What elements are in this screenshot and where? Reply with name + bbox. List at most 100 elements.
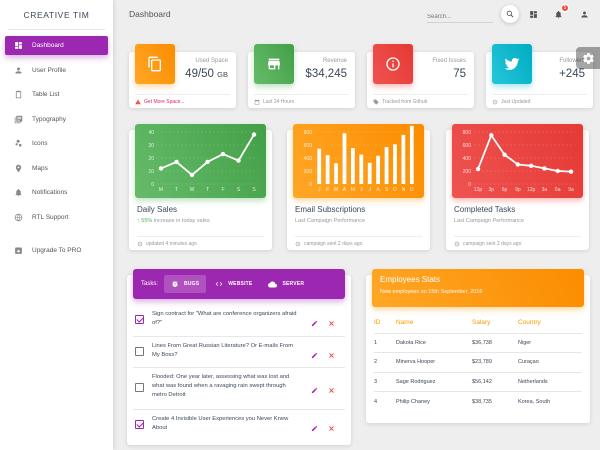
- task-actions: [311, 419, 335, 437]
- sidebar-item-label: User Profile: [32, 66, 66, 74]
- table-row: 1 Dakota Rice $36,738 Niger: [374, 333, 582, 353]
- sidebar-item-upgrade-pro[interactable]: Upgrade To PRO: [5, 241, 108, 260]
- table-cell: 4: [374, 398, 378, 405]
- y-tick-label: 0: [468, 182, 471, 188]
- task-checkbox[interactable]: [135, 347, 144, 356]
- data-point: [475, 166, 481, 172]
- sidebar-item-table-list[interactable]: Table List: [5, 85, 108, 104]
- completed-tasks-line-chart: 0 200 400 600 800 12p 3p 6p 9p 12p 3a 6a 9a: [463, 130, 575, 193]
- user-menu-button[interactable]: [578, 8, 590, 20]
- language-icon: [13, 212, 23, 222]
- sidebar-item-label: Upgrade To PRO: [32, 246, 82, 254]
- chart-bar: [384, 147, 389, 184]
- task-text: Flooded: One year later, assessing what …: [152, 374, 290, 399]
- edit-icon[interactable]: [311, 346, 318, 364]
- tab-server[interactable]: SERVER: [261, 275, 311, 293]
- chart-title: Daily Sales: [137, 205, 178, 214]
- chart-subtitle: ↑ 55% increase in today sales: [137, 218, 210, 224]
- settings-fixed-plugin[interactable]: [576, 47, 600, 69]
- tab-website[interactable]: WEBSITE: [208, 275, 259, 293]
- close-icon[interactable]: [328, 381, 335, 399]
- cloud-icon: [268, 280, 278, 289]
- brand-logo-text[interactable]: CREATIVE TIM: [8, 0, 105, 30]
- chart-subtitle: Last Campaign Performance: [454, 218, 525, 224]
- data-point: [189, 172, 195, 178]
- chart-bar: [401, 134, 406, 184]
- notifications-button[interactable]: 5: [552, 4, 569, 20]
- chart-bar: [359, 154, 364, 184]
- data-point: [502, 152, 507, 157]
- stat-footer: Last 24 Hours: [254, 94, 349, 108]
- close-icon[interactable]: [328, 419, 335, 437]
- table-cell: 2: [374, 352, 396, 373]
- stat-category: Fixed Issues: [432, 58, 466, 64]
- content-copy-icon: [148, 56, 161, 72]
- library-books-icon: [13, 114, 23, 124]
- store-icon: [268, 58, 280, 70]
- x-tick-label: J: [368, 187, 371, 193]
- dashboard-icon: [529, 10, 537, 18]
- employees-header: Employees Stats New employees on 15th Se…: [372, 269, 584, 307]
- search-button[interactable]: [501, 5, 519, 23]
- stat-card-fixed-issues: Fixed Issues 75 Tracked from Github: [367, 44, 474, 108]
- search-field: [427, 5, 493, 25]
- employees-table: ID Name Salary Country 1 Dakota Rice $36…: [374, 313, 582, 411]
- tab-bugs[interactable]: BUGS: [164, 275, 207, 293]
- task-actions: [311, 314, 335, 332]
- x-tick-label: O: [393, 187, 397, 193]
- task-checkbox[interactable]: [135, 420, 144, 429]
- sidebar-item-typography[interactable]: Typography: [5, 110, 108, 129]
- task-text: Lines From Great Russian Literature? Or …: [152, 343, 294, 359]
- task-checkbox[interactable]: [135, 315, 144, 324]
- task-text: Create 4 Invisible User Experiences you …: [152, 416, 289, 432]
- get-more-space-link[interactable]: Get More Space...: [144, 98, 185, 105]
- bug-icon: [171, 280, 179, 288]
- person-icon: [581, 11, 587, 17]
- stat-footer: Get More Space...: [135, 94, 230, 108]
- search-input[interactable]: [427, 9, 493, 25]
- chart-card-daily-sales: 0 10 20 30 40 M T W T F S S Daily Sales ↑ 55% incre…: [129, 124, 272, 250]
- chart-header: 0 200 400 600 800 J F M A M J J A S O N D: [293, 124, 424, 198]
- location-icon: [13, 163, 23, 173]
- tasks-label: Tasks:: [141, 281, 159, 287]
- edit-icon[interactable]: [311, 419, 318, 437]
- x-tick-label: M: [159, 187, 163, 193]
- close-icon[interactable]: [328, 314, 335, 332]
- edit-icon[interactable]: [311, 381, 318, 399]
- sidebar-item-maps[interactable]: Maps: [5, 159, 108, 178]
- chart-bar: [342, 133, 347, 184]
- edit-icon[interactable]: [311, 314, 318, 332]
- chart-card-email-subscriptions: 0 200 400 600 800 J F M A M J J A S O N D Email Subscrip…: [287, 124, 430, 250]
- stat-icon-box: [135, 44, 175, 84]
- sidebar-item-dashboard[interactable]: Dashboard: [5, 36, 108, 55]
- task-checkbox[interactable]: [135, 383, 144, 392]
- chart-title: Completed Tasks: [454, 205, 516, 214]
- y-tick-label: 10: [148, 169, 154, 175]
- chart-subtitle: Last Campaign Performance: [295, 218, 366, 224]
- data-point: [568, 169, 574, 174]
- sidebar-item-label: Table List: [32, 91, 60, 98]
- y-tick-label: 40: [148, 130, 154, 136]
- sidebar-item-user-profile[interactable]: User Profile: [5, 61, 108, 80]
- stat-value: +245: [559, 68, 585, 80]
- x-tick-label: S: [385, 187, 389, 193]
- clock-icon: [137, 241, 143, 247]
- bubble-chart-icon: [13, 139, 23, 149]
- dashboard-button[interactable]: [527, 8, 539, 20]
- page-title[interactable]: Dashboard: [129, 9, 171, 19]
- sidebar-item-rtl-support[interactable]: RTL Support: [5, 208, 108, 227]
- task-list: Sign contract for "What are conference o…: [133, 305, 345, 441]
- x-tick-label: 3a: [542, 187, 548, 193]
- sidebar-item-label: Typography: [32, 115, 66, 123]
- chart-bar: [376, 155, 381, 184]
- stat-category: Revenue: [322, 58, 347, 64]
- data-point: [236, 158, 241, 163]
- close-icon[interactable]: [328, 346, 335, 364]
- stat-footer: Tracked from Github: [373, 94, 468, 108]
- stat-value: $34,245: [305, 68, 347, 80]
- table-cell: $56,142: [472, 372, 518, 392]
- sidebar-item-icons[interactable]: Icons: [5, 134, 108, 153]
- sidebar-item-notifications[interactable]: Notifications: [5, 183, 108, 202]
- tasks-card: Tasks: BUGS WEBSITE SERVER Sign contract…: [127, 269, 351, 445]
- x-tick-label: D: [410, 187, 414, 193]
